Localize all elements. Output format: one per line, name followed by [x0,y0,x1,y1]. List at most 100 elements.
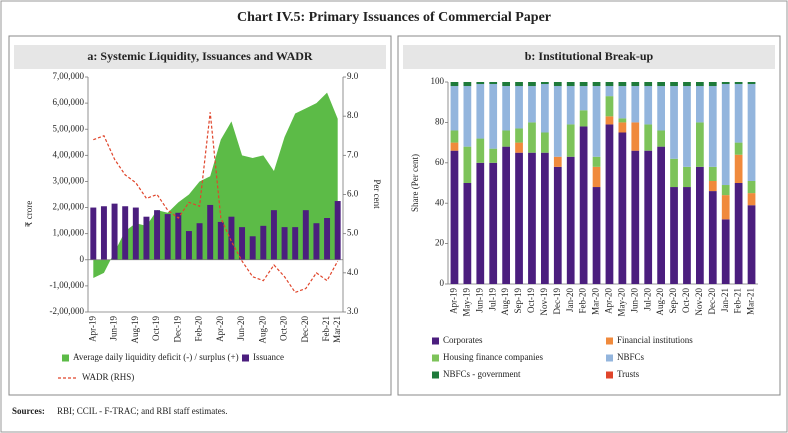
y2-tick-label: 8.0 [347,110,359,120]
y-tick-label: 1,00,000 [53,228,85,238]
bar-segment [618,86,627,119]
x-tick-label: Feb-20 [194,316,204,342]
bar-segment [683,82,691,87]
bar-segment [734,82,743,85]
x-tick-label: Dec-19 [172,316,182,343]
bar-segment [450,82,459,87]
bar-segment [553,156,562,167]
bar-segment [657,86,665,131]
y2-axis-label: Per cent [372,179,382,209]
bar [164,214,171,260]
y-tick-label: 0 [440,278,445,288]
y2-tick-label: 5.0 [347,228,359,238]
bar-segment [566,86,575,125]
bar [217,221,224,260]
x-tick-label: Jan-21 [720,288,730,312]
x-tick-label: Aug-19 [130,316,140,344]
x-tick-label: Apr-20 [215,316,225,342]
y-tick-label: 4,00,000 [53,149,85,159]
bar-segment [528,86,536,123]
bar-segment [721,219,730,284]
bar-segment [592,82,601,87]
bar-segment [502,130,510,147]
bar [132,207,139,260]
bar-segment [670,187,678,284]
x-tick-label: Mar-21 [746,288,756,315]
bar-segment [541,84,549,133]
bar [207,204,214,260]
bar [334,201,341,260]
bar-segment [541,152,549,284]
bar-segment [489,148,498,163]
bar-segment [734,84,743,143]
bar-segment [747,205,756,284]
y-tick-label: 5,00,000 [53,123,85,133]
bar-segment [747,82,756,85]
bar-segment [605,82,614,87]
bar-segment [592,86,601,157]
bar-segment [528,122,536,153]
bar-segment [463,183,472,284]
y2-tick-label: 6.0 [347,189,359,199]
bar-segment [618,122,627,133]
x-tick-label: Jul-19 [487,288,497,311]
bar-segment [708,166,717,181]
bar-segment [644,124,653,151]
bar-segment [566,82,575,87]
bar-segment [450,150,459,284]
x-tick-label: Dec-20 [707,288,717,315]
bar-segment [592,187,601,284]
bar-segment [566,124,575,157]
bar-segment [476,162,485,284]
bar-segment [683,86,691,167]
bar-segment [476,82,485,85]
legend-label: NBFCs - government [443,369,521,379]
x-tick-label: Feb-21 [321,316,331,342]
legend-label: NBFCs [617,352,645,362]
x-tick-label: Feb-20 [578,288,588,314]
y-tick-label: -2,00,000 [50,306,85,316]
x-tick-label: Nov-19 [539,288,549,316]
x-tick-label: Aug-20 [257,316,267,344]
legend-label: WADR (RHS) [82,372,134,382]
bar [281,227,288,260]
bar [239,227,246,260]
x-tick-label: Jun-19 [474,288,484,313]
legend-label: Issuance [253,352,284,362]
y-tick-label: 40 [435,197,445,207]
x-tick-label: Sep-20 [668,288,678,314]
bar-segment [618,118,627,123]
bar-segment [515,82,523,87]
bar-segment [644,86,653,125]
x-tick-label: Oct-20 [681,288,691,313]
y2-tick-label: 4.0 [347,267,359,277]
bar-segment [683,166,691,188]
bar-segment [618,82,627,87]
bar-segment [541,82,549,85]
y-tick-label: 60 [435,157,445,167]
bar-segment [605,96,614,117]
bar [270,210,277,260]
legend-label: Housing finance companies [443,352,543,362]
bar-segment [747,180,756,194]
x-tick-label: Dec-20 [300,316,310,343]
bar-segment [515,152,523,284]
bar-segment [747,193,756,206]
y-tick-label: 80 [435,116,445,126]
bar-segment [708,82,717,87]
bar [292,227,299,260]
bar-segment [734,142,743,155]
bar-segment [670,86,678,159]
x-tick-label: Jun-20 [629,288,639,313]
x-tick-label: Oct-19 [151,316,161,341]
x-tick-label: May-19 [461,288,471,317]
bar-segment [450,142,459,151]
bar-segment [657,146,665,284]
bar [313,223,320,260]
bar-segment [618,132,627,284]
bar [111,203,118,260]
bar-segment [696,86,704,123]
y-axis-label: ₹ crore [24,201,34,227]
bar-segment [696,122,704,167]
bar-segment [592,156,601,167]
